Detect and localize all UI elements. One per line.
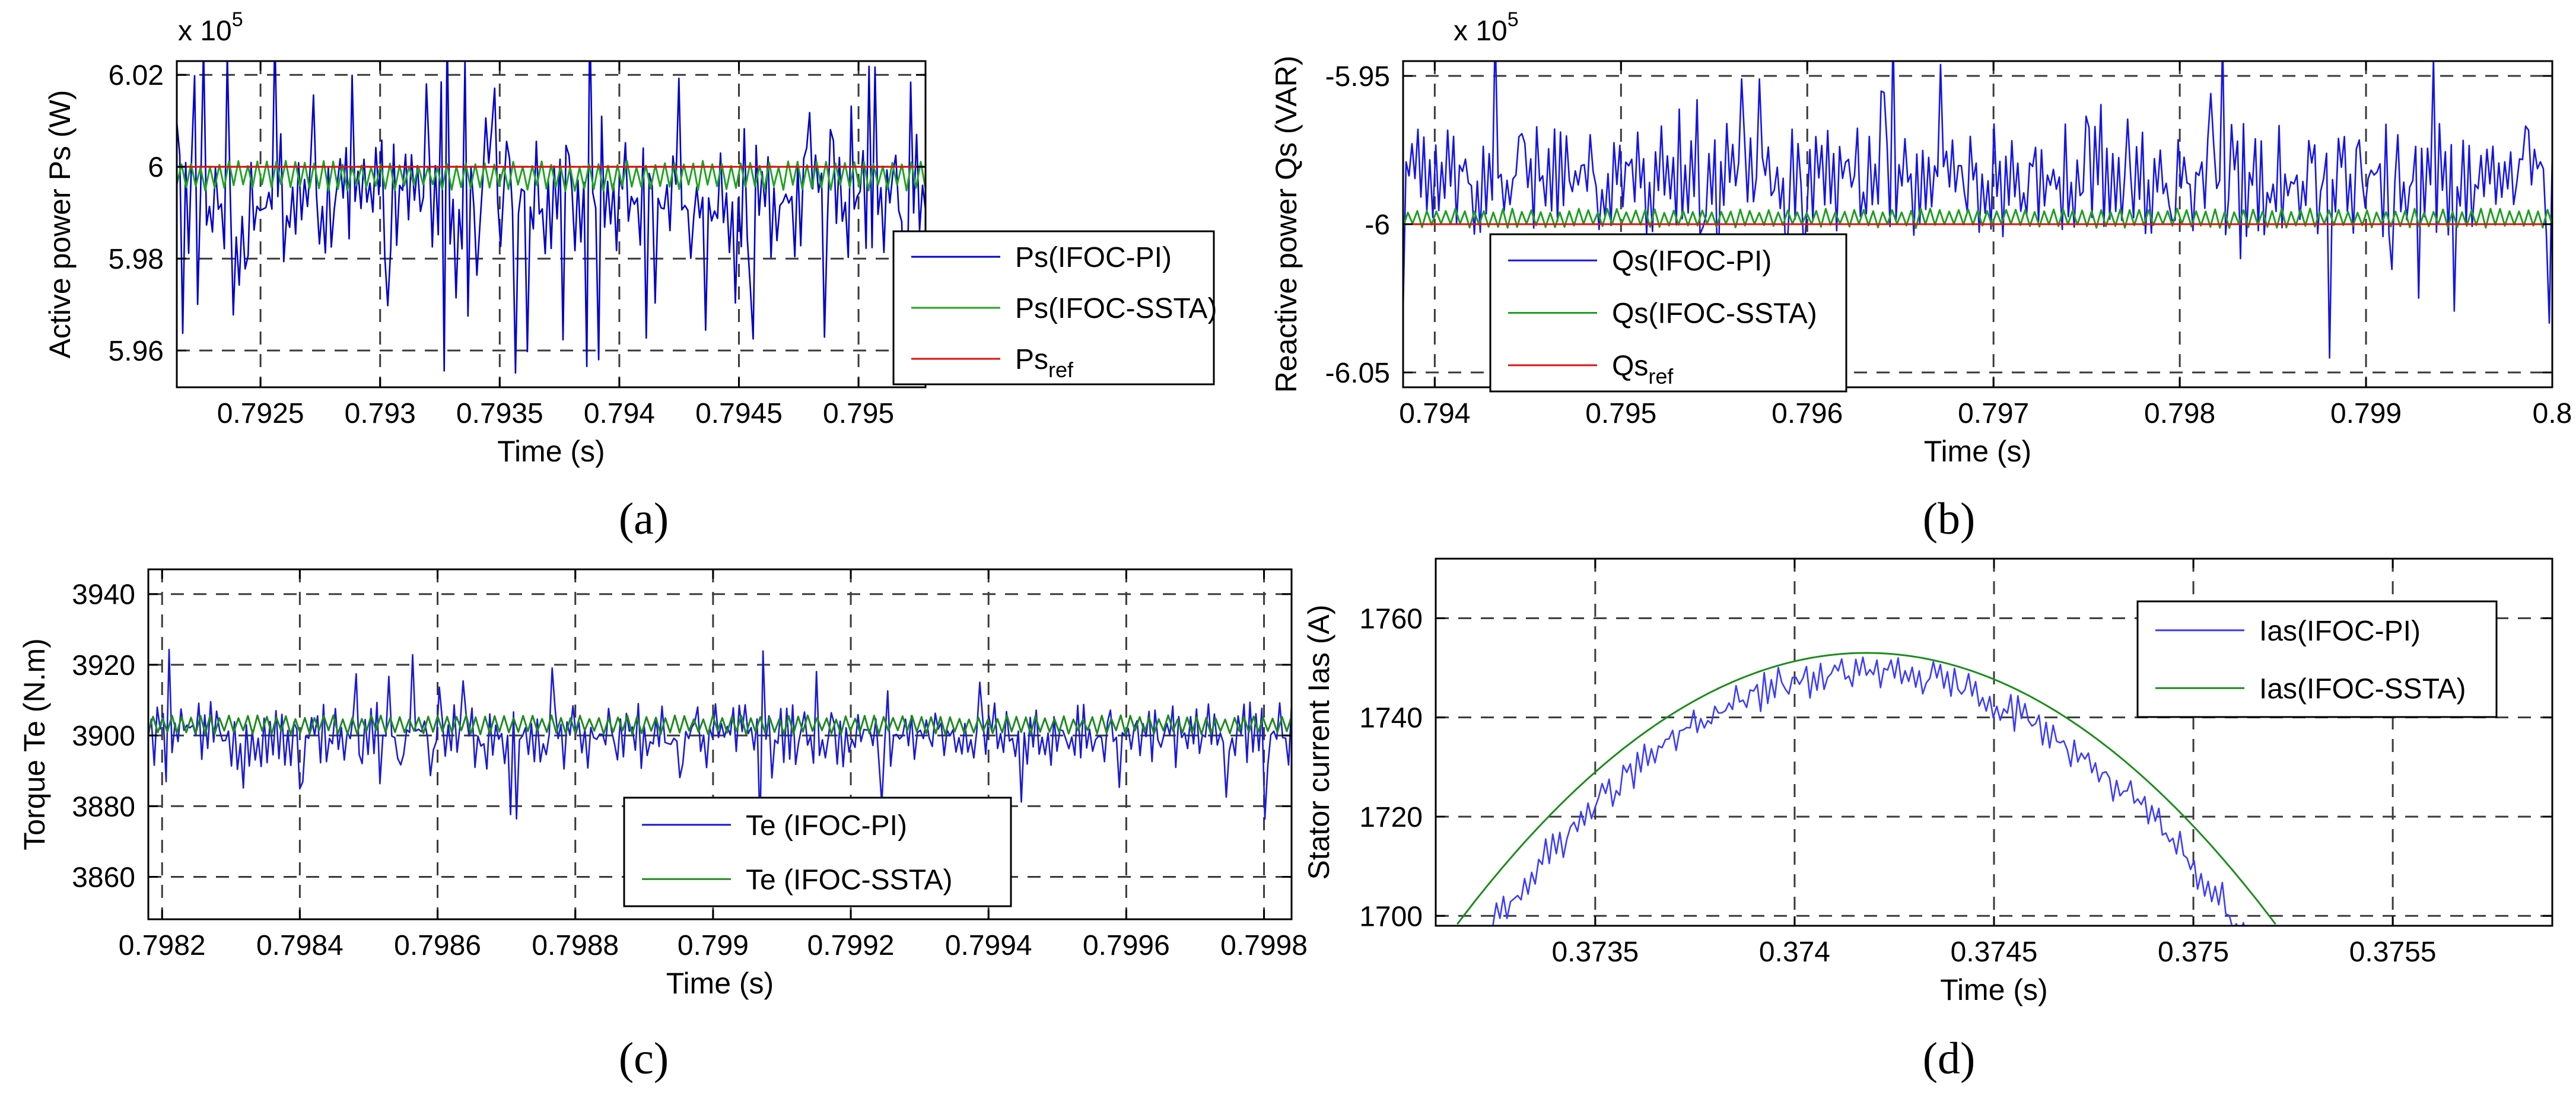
series-line-qs-ifoc-pi- — [1403, 61, 2552, 359]
x-tick-label: 0.7988 — [532, 930, 619, 961]
x-tick-label: 0.374 — [1759, 936, 1830, 968]
x-tick-label: 0.3755 — [2349, 936, 2437, 968]
y-tick-label: 6 — [148, 152, 164, 183]
axes-frame — [176, 60, 927, 388]
y-tick-label: 6.02 — [109, 60, 164, 91]
y-tick-label: 1740 — [1359, 703, 1423, 734]
legend-entry: Te (IFOC-SSTA) — [746, 864, 952, 896]
x-tick-label: 0.7984 — [256, 930, 344, 961]
y-tick-label: 3860 — [72, 862, 135, 893]
y-tick-label: -6.05 — [1325, 358, 1390, 389]
y-axis-label: Torque Te (N.m) — [18, 638, 51, 850]
panel-caption: (c) — [619, 1034, 669, 1084]
y-axis-label: Active power Ps (W) — [43, 90, 77, 359]
axis-multiplier: x 105 — [1454, 8, 1519, 47]
x-tick-label: 0.3745 — [1951, 936, 2038, 968]
x-tick-label: 0.795 — [1585, 398, 1656, 429]
y-tick-label: 5.96 — [109, 336, 164, 367]
x-tick-label: 0.794 — [584, 398, 655, 429]
x-tick-label: 0.7986 — [394, 930, 481, 961]
x-tick-label: 0.7945 — [695, 398, 783, 429]
chart-panel-b: 0.794 0.795 0.796 0.797 0.798 0.799 0.8 -6.05 -6… — [1270, 8, 2572, 544]
y-tick-label: -6 — [1365, 209, 1390, 241]
panel-caption: (d) — [1923, 1034, 1976, 1084]
x-tick-label: 0.8 — [2533, 398, 2572, 429]
legend-entry: Qs(IFOC-PI) — [1612, 246, 1772, 277]
chart-panel-c: 0.7982 0.7984 0.7986 0.7988 0.799 0.7992 0.799… — [18, 568, 1308, 1084]
y-tick-label: 1700 — [1359, 901, 1423, 932]
legend-entry: Te (IFOC-PI) — [746, 810, 907, 842]
x-tick-label: 0.7925 — [217, 398, 304, 429]
x-tick-label: 0.7998 — [1220, 930, 1308, 961]
series-line-te-ifoc-pi- — [148, 648, 1292, 831]
legend-entry: Qs(IFOC-SSTA) — [1612, 298, 1817, 330]
y-tick-label: 3920 — [72, 650, 135, 681]
y-axis-label: Reactive power Qs (VAR) — [1270, 56, 1303, 393]
y-tick-label: 3940 — [72, 579, 135, 611]
chart-panel-d: 0.3735 0.374 0.3745 0.375 0.3755 1700 1720 1740… — [1302, 557, 2553, 1084]
x-tick-label: 0.797 — [1958, 398, 2029, 429]
x-tick-label: 0.375 — [2158, 936, 2229, 968]
y-axis-label: Stator current Ias (A) — [1302, 604, 1335, 880]
series-line-ps-ifoc-pi- — [177, 61, 926, 374]
chart-panel-a: 0.7925 0.793 0.7935 0.794 0.7945 0.795 5.96 5.9… — [43, 8, 1217, 544]
y-tick-label: 1720 — [1359, 802, 1423, 833]
x-tick-label: 0.799 — [678, 930, 749, 961]
x-axis-label: Time (s) — [1940, 973, 2047, 1006]
series-line-ps-ifoc-ssta- — [177, 160, 926, 192]
x-tick-label: 0.7992 — [807, 930, 895, 961]
x-axis-label: Time (s) — [666, 967, 774, 1000]
legend-box — [623, 796, 1012, 907]
x-axis-label: Time (s) — [497, 435, 605, 468]
y-tick-label: 3900 — [72, 721, 135, 752]
x-tick-label: 0.7982 — [119, 930, 206, 961]
x-tick-label: 0.798 — [2144, 398, 2215, 429]
series-line-ias-ifoc-pi- — [1492, 656, 2245, 926]
x-tick-label: 0.793 — [345, 398, 416, 429]
series-line-qs-ifoc-ssta- — [1403, 208, 2552, 229]
y-tick-label: 5.98 — [109, 244, 164, 275]
x-tick-label: 0.794 — [1399, 398, 1470, 429]
series-line-ias-ifoc-ssta- — [1456, 652, 2276, 925]
x-tick-label: 0.7994 — [945, 930, 1032, 961]
x-tick-label: 0.796 — [1772, 398, 1843, 429]
axis-multiplier: x 105 — [178, 8, 243, 47]
x-tick-label: 0.3735 — [1551, 936, 1639, 968]
x-tick-label: 0.795 — [823, 398, 894, 429]
x-tick-label: 0.7935 — [456, 398, 543, 429]
x-tick-label: 0.799 — [2330, 398, 2402, 429]
legend-box — [2136, 600, 2498, 718]
legend-entry: Ps(IFOC-SSTA) — [1015, 293, 1217, 324]
series-group — [1456, 652, 2276, 926]
axes-frame — [147, 568, 1293, 920]
y-tick-label: -5.95 — [1325, 61, 1390, 93]
series-line-te-ifoc-ssta- — [148, 714, 1292, 735]
series-group — [1403, 61, 2552, 359]
legend-entry: Ias(IFOC-SSTA) — [2259, 673, 2466, 705]
legend-entry: Ps(IFOC-PI) — [1015, 242, 1172, 273]
y-tick-label: 3880 — [72, 791, 135, 823]
series-group — [177, 61, 926, 374]
panel-caption: (b) — [1923, 494, 1976, 544]
x-axis-label: Time (s) — [1924, 435, 2031, 468]
series-group — [148, 648, 1292, 831]
legend-entry: Ias(IFOC-PI) — [2259, 616, 2421, 647]
y-tick-label: 1760 — [1359, 603, 1423, 635]
x-tick-label: 0.7996 — [1083, 930, 1170, 961]
panel-caption: (a) — [619, 494, 669, 544]
